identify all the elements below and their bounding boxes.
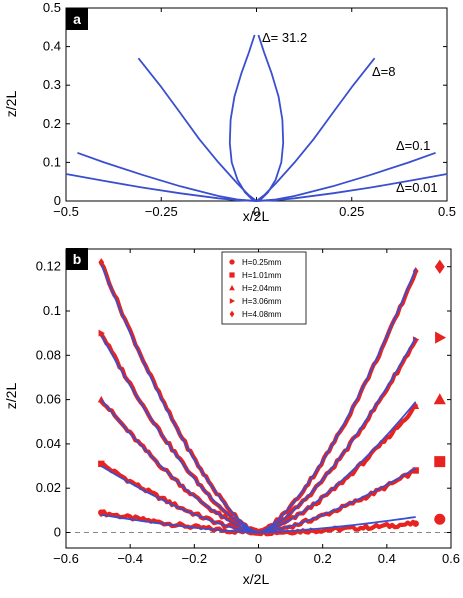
curve [137, 57, 376, 202]
panel-a-ytick-label: 0.1 [43, 154, 61, 169]
panel-b-xlabel: x/2L [243, 571, 270, 587]
panel-a-xtick-label: 0.5 [438, 204, 456, 219]
side-marker [434, 456, 446, 468]
panel-a-annotations: Δ= 31.2 Δ=8 Δ=0.1 Δ=0.01 [262, 30, 438, 195]
panel-a-xtick-label: 0.25 [339, 204, 364, 219]
delta-annotation: Δ=0.01 [396, 180, 438, 195]
panel-b-ylabel: z/2L [3, 383, 19, 410]
curve [77, 151, 436, 202]
legend-box [221, 251, 307, 325]
delta-annotation: Δ=0.1 [396, 138, 430, 153]
profile-end-marker [98, 329, 105, 337]
panel-b-ytick-label: 0.08 [36, 347, 61, 362]
legend-marker [229, 285, 235, 291]
panel-a-curves [65, 34, 448, 202]
panel-a-tag-box [66, 8, 88, 30]
panel-b-xtick-label: 0.6 [442, 551, 460, 566]
panel-b-xtick-label: 0.2 [314, 551, 332, 566]
panel-a-ylabel: z/2L [3, 91, 19, 118]
panel-a-xtick-label: −0.5 [53, 204, 79, 219]
panel-a-ytick-label: 0.4 [43, 39, 61, 54]
delta-annotation: Δ= 31.2 [262, 30, 307, 45]
legend-label: H=3.06mm [242, 297, 282, 306]
model-fit-curve [100, 334, 417, 534]
legend-marker [229, 259, 235, 265]
panel-a-xlabel: x/2L [243, 208, 270, 224]
panel-b-ytick-label: 0.1 [43, 303, 61, 318]
panel-b-ticks: −0.6 −0.4 −0.2 0 0.2 0.4 0.6 0 0.02 0.04 0.06 0.08 0… [36, 249, 460, 566]
panel-b-legend: H=0.25mm H=1.01mm H=2.04mm H=3.06mm H=4.08mm [221, 251, 307, 325]
panel-b-ytick-label: 0.12 [36, 259, 61, 274]
panel-a-xtick-label: −0.25 [145, 204, 178, 219]
legend-label: H=4.08mm [242, 310, 282, 319]
panel-b-ytick-label: 0.04 [36, 436, 61, 451]
profile-end-marker [412, 467, 419, 474]
panel-a-ytick-label: 0.3 [43, 77, 61, 92]
panel-b-xtick-label: −0.6 [53, 551, 79, 566]
panel-b-ytick-label: 0.02 [36, 480, 61, 495]
side-marker [434, 513, 446, 525]
panel-a-xtick-label: 0 [253, 204, 260, 219]
legend-label: H=2.04mm [242, 284, 282, 293]
model-fit-curve [100, 264, 417, 534]
panel-b-tag-box [66, 248, 88, 270]
panel-a-plot-frame [65, 7, 448, 202]
legend-marker [229, 298, 235, 304]
legend-marker [229, 272, 235, 278]
panel-b-xtick-label: −0.4 [117, 551, 143, 566]
delta-annotation: Δ=8 [372, 64, 396, 79]
panel-a-ytick-label: 0 [54, 193, 61, 208]
panel-b-fits [100, 264, 417, 534]
panel-b-tag: b [73, 251, 82, 267]
profile-end-marker [98, 460, 105, 468]
panel-b-xtick-label: −0.2 [181, 551, 207, 566]
curve [228, 34, 285, 202]
legend-label: H=1.01mm [242, 271, 282, 280]
panel-a-ticks: −0.5 −0.25 0 0.25 0.5 0 0.1 0.2 0.3 0.4 0.5 [43, 0, 456, 219]
panel-b-ytick-label: 0 [54, 524, 61, 539]
panel-b: −0.6 −0.4 −0.2 0 0.2 0.4 0.6 0 0.02 0.04 0.06 0.08 0… [3, 248, 460, 587]
measured-profile [99, 332, 418, 536]
profile-end-marker [412, 520, 419, 527]
legend-marker [229, 310, 235, 318]
side-marker [434, 259, 445, 274]
panel-a: −0.5 −0.25 0 0.25 0.5 0 0.1 0.2 0.3 0.4 0.5 Δ= 31.… [3, 0, 456, 224]
legend-label: H=0.25mm [242, 258, 282, 267]
panel-b-xtick-label: 0.4 [378, 551, 396, 566]
panel-a-ytick-label: 0.5 [43, 0, 61, 15]
side-marker [433, 393, 446, 405]
panel-b-side-markers [433, 259, 447, 525]
side-marker [435, 331, 447, 344]
panel-b-ytick-label: 0.06 [36, 392, 61, 407]
profile-end-marker [98, 258, 105, 267]
panel-b-xtick-label: 0 [255, 551, 262, 566]
panel-a-ytick-label: 0.2 [43, 116, 61, 131]
panel-a-tag: a [73, 11, 81, 27]
profile-end-marker [412, 402, 420, 409]
curve [65, 173, 448, 202]
